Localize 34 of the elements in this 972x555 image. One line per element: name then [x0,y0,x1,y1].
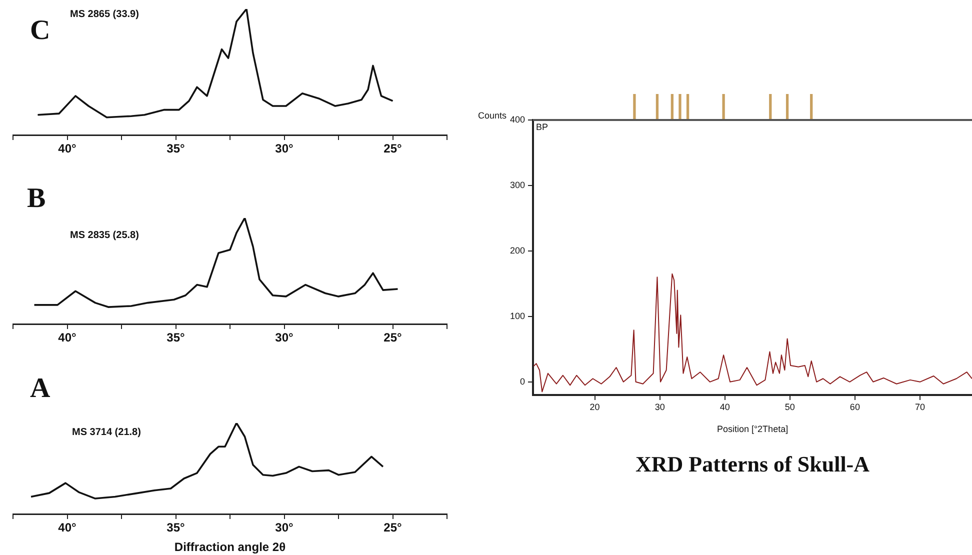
text: XRD Patterns of Skull-A [635,452,870,477]
chart-title: C [30,15,50,46]
text: MS 2835 (25.8) [70,230,139,241]
x-tick-label: 40° [58,520,77,535]
x-tick-label: 35° [166,142,186,156]
annotation: BP [536,122,548,132]
chart-title: A [30,373,51,404]
x-axis-title: Diffraction angle 2θ [174,540,286,554]
x-tick-label: 30 [654,402,665,412]
x-tick-label: 40° [58,142,77,156]
y-tick-label: 400 [510,114,525,124]
x-tick-label: 35° [166,330,186,345]
x-tick-label: 30° [275,330,294,345]
chart-subtitle: MS 3714 (21.8) [72,426,141,438]
y-tick-label: 100 [510,310,525,321]
y-tick-label: 0 [520,376,525,386]
x-tick-label: 40° [58,330,77,345]
chart-title: B [27,183,46,214]
x-tick-label: 35° [166,520,186,535]
x-tick-label: 30° [275,142,294,156]
x-tick-label: 25° [384,142,402,156]
x-tick-label: 20 [590,402,600,412]
x-tick-label: 60 [850,402,860,412]
chart-subtitle: MS 2865 (33.9) [70,8,139,20]
x-axis-title: Position [°2Theta] [716,424,788,434]
x-tick-label: 25° [384,330,402,345]
x-tick-label: 70 [914,402,925,412]
y-tick-label: 200 [510,245,525,256]
x-tick-label: 50 [784,402,795,412]
x-tick-label: 25° [384,520,402,535]
x-tick-label: 40 [720,402,730,412]
y-axis-title: Counts [478,110,508,120]
y-tick-label: 300 [510,180,525,190]
x-tick-label: 30° [275,520,294,535]
